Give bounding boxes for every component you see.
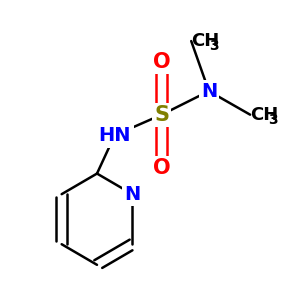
Text: CH: CH	[250, 106, 278, 124]
Text: N: N	[201, 82, 217, 100]
Text: 3: 3	[209, 39, 219, 53]
Text: HN: HN	[98, 126, 131, 145]
Text: S: S	[154, 105, 169, 125]
Text: O: O	[153, 52, 171, 72]
Text: O: O	[153, 158, 171, 178]
Text: N: N	[124, 185, 140, 204]
Text: 3: 3	[268, 113, 278, 127]
Text: CH: CH	[191, 32, 220, 50]
